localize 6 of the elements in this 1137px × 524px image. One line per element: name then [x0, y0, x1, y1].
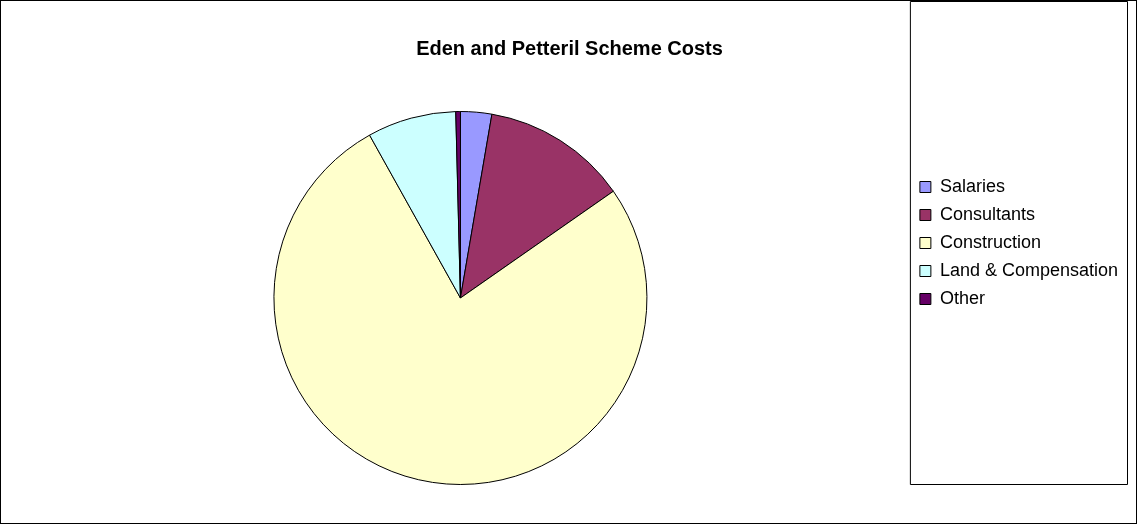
legend-label: Land & Compensation [939, 259, 1119, 280]
legend-label: Construction [939, 231, 1041, 252]
legend-label: Salaries [939, 175, 1005, 196]
legend-label: Consultants [939, 203, 1035, 224]
legend-label: Other [939, 287, 985, 308]
text: Eden and Petteril Scheme Costs [416, 36, 723, 59]
